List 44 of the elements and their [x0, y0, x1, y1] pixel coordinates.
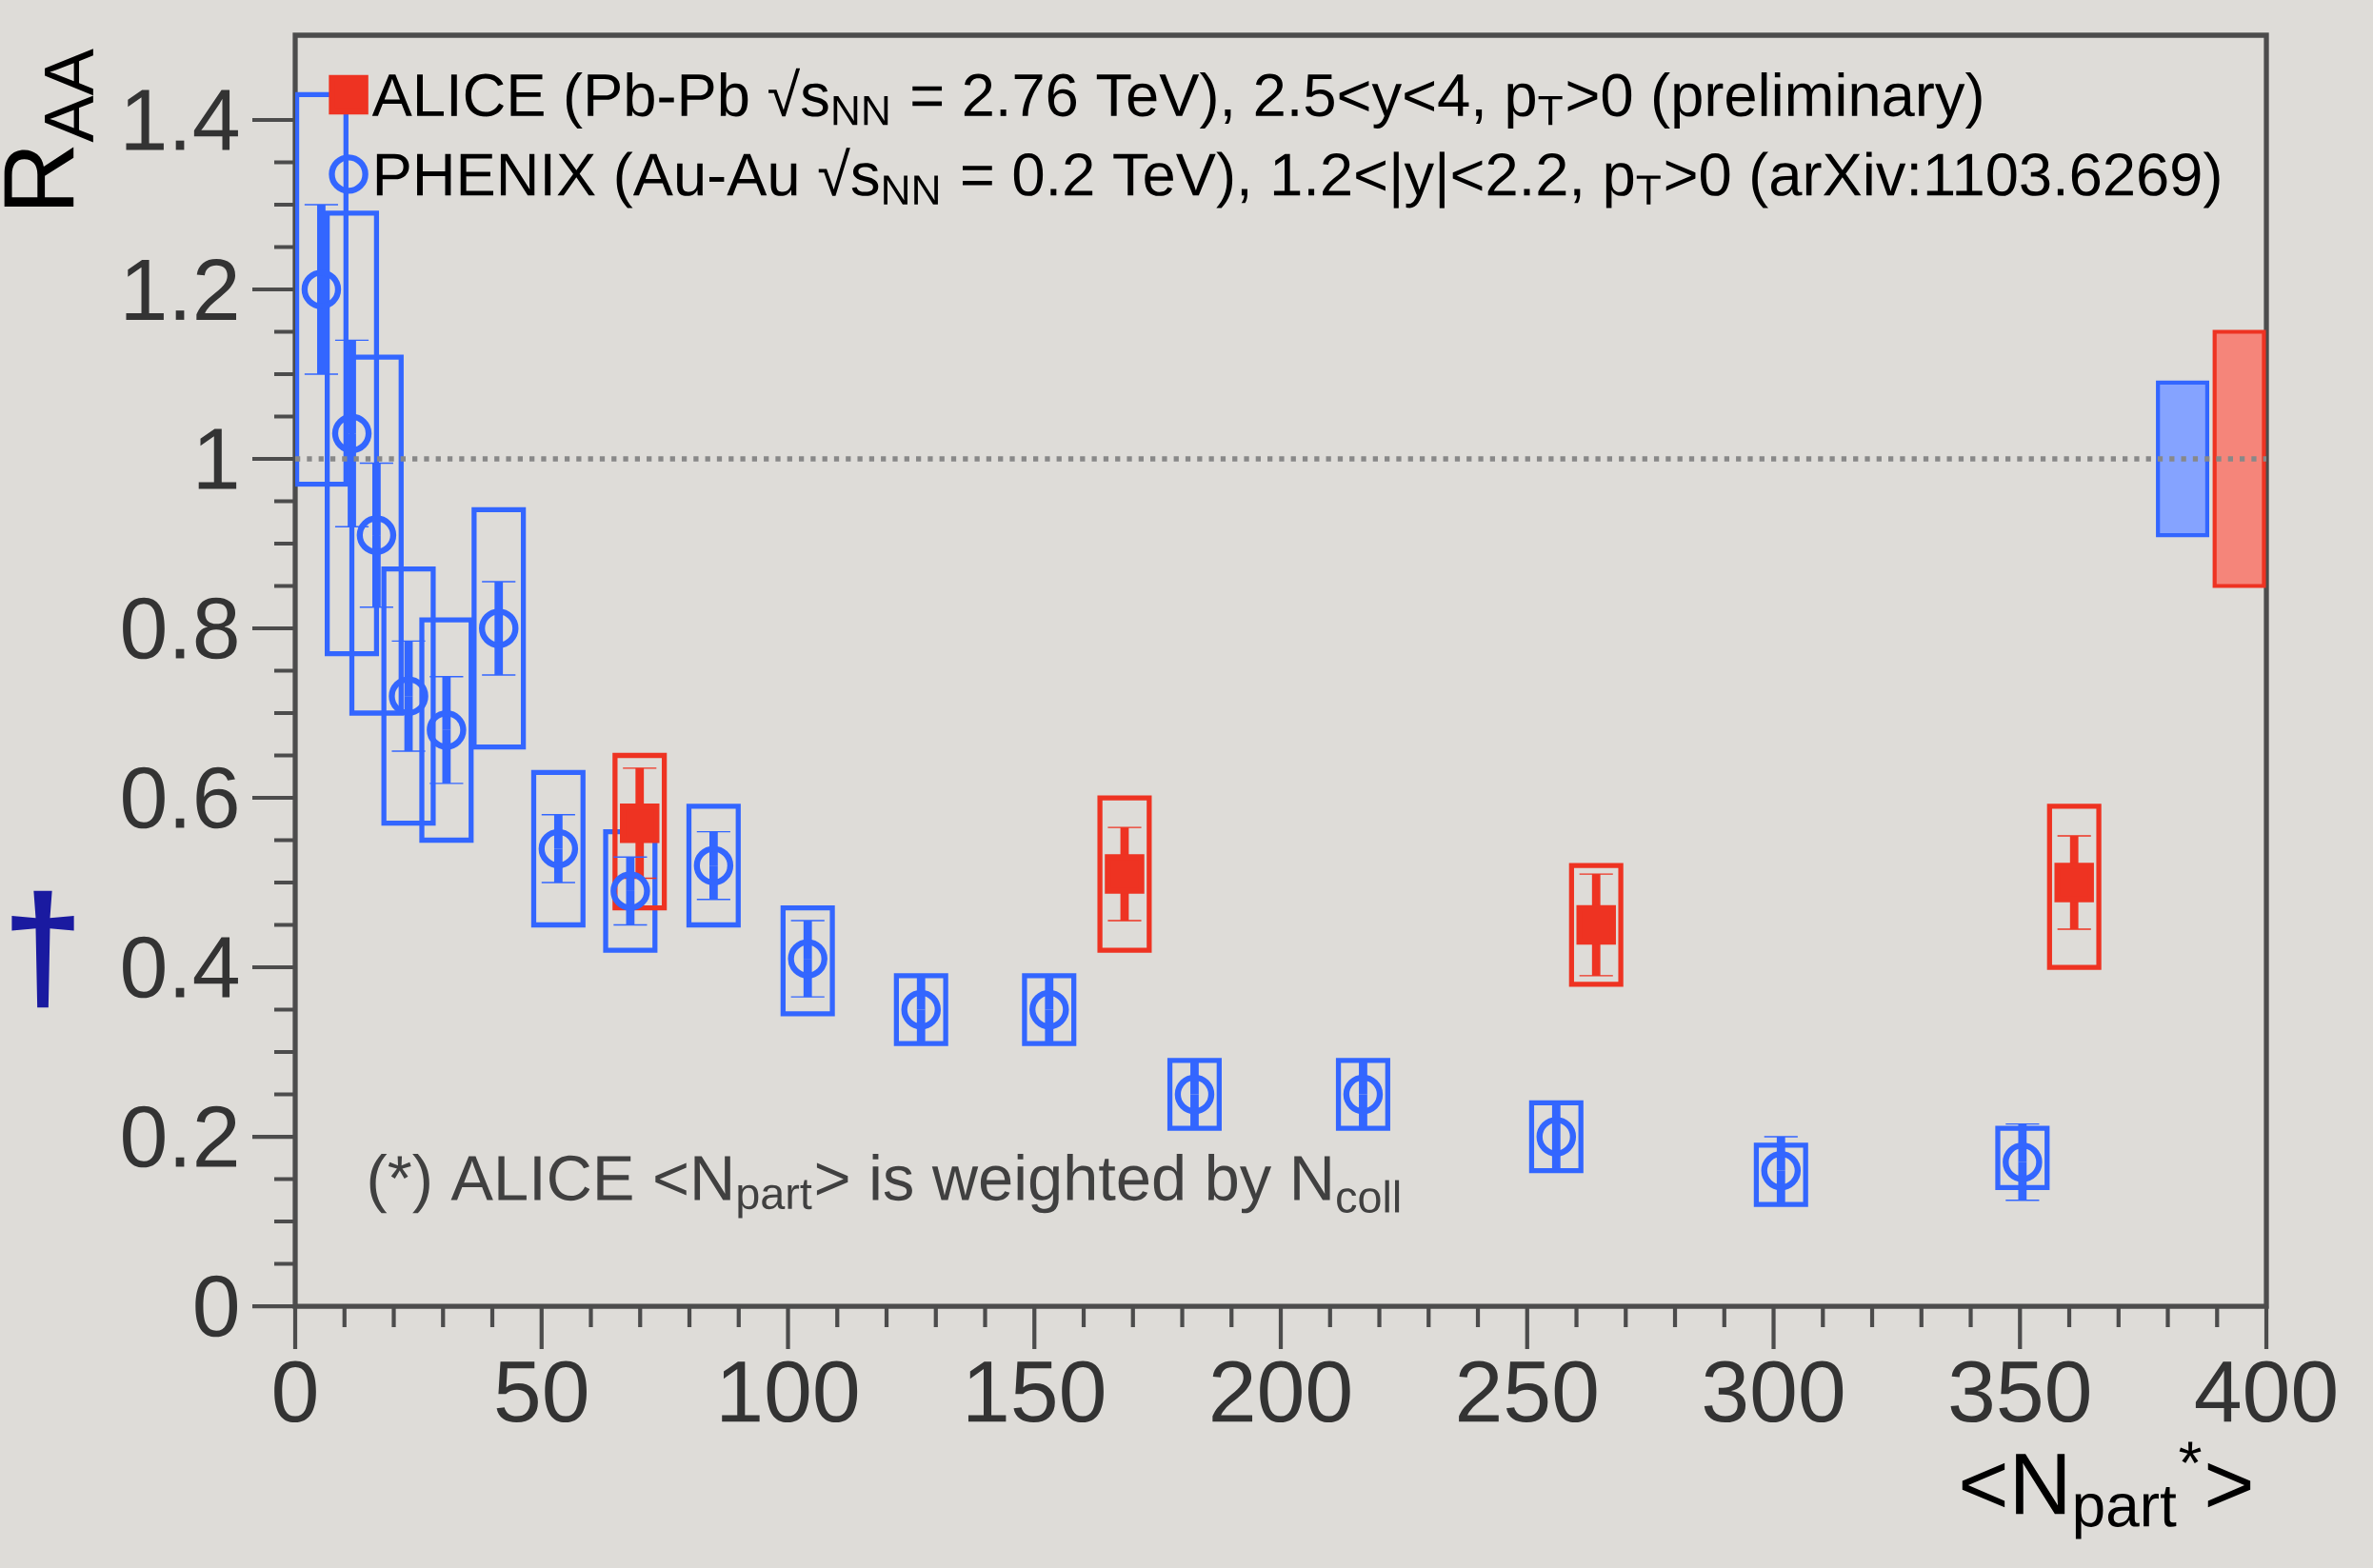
y-tick-label: 0.6: [123, 766, 237, 829]
point: [901, 989, 941, 1030]
legend-label: ALICE (Pb-Pb √s$_{NN}$ = 2.76 TeV), 2.5<y<4, p$_{T}$>0 (preliminary): [371, 68, 1982, 129]
point: [788, 939, 828, 979]
legend-label: PHENIX (Au-Au √s$_{NN}$ = 0.2 TeV), 1.2<|y|<2.2, p$_{T}$>0 (arXiv:1103.6269): [376, 148, 2220, 208]
x-tick-label: 100: [722, 1360, 858, 1423]
text: †: [11, 890, 74, 1008]
point: [2054, 863, 2094, 903]
point: [1761, 1150, 1802, 1191]
y-tick-label: 0.2: [123, 1105, 237, 1168]
point: [1029, 989, 1069, 1030]
point: [1174, 1074, 1215, 1115]
point: [478, 608, 519, 648]
point: [301, 269, 342, 309]
point: [1105, 854, 1145, 894]
y-axis-title: R$_{AA}$: [4, 49, 93, 208]
x-axis-title: <N$_{part}$$^{*}$>: [1962, 1441, 2251, 1539]
y-tick-label: 0: [195, 1275, 237, 1338]
point: [427, 710, 467, 750]
point: [693, 845, 734, 885]
x-tick-label: 350: [1950, 1360, 2089, 1423]
point: [1536, 1117, 1577, 1157]
point: [620, 803, 660, 844]
x-tick-label: 400: [2195, 1360, 2336, 1423]
point: [1343, 1074, 1384, 1115]
x-tick-label: 150: [967, 1360, 1104, 1423]
point: [356, 515, 397, 555]
x-tick-label: 50: [496, 1360, 587, 1423]
point: [538, 828, 579, 869]
point: [331, 413, 372, 454]
point: [1576, 904, 1616, 945]
x-tick-label: 300: [1704, 1360, 1844, 1423]
annotation: (*) ALICE <N$_{part}$> is weighted by N$_{coll}$: [369, 1154, 1400, 1219]
x-tick-label: 200: [1212, 1360, 1350, 1423]
point: [389, 676, 429, 716]
y-tick-label: 1: [198, 428, 237, 489]
y-tick-label: 1.4: [126, 89, 238, 150]
x-tick-label: 0: [274, 1360, 316, 1423]
y-tick-label: 0.8: [123, 597, 237, 660]
x-tick-label: 250: [1459, 1360, 1597, 1423]
point: [2003, 1141, 2043, 1182]
point: [610, 871, 650, 911]
y-tick-label: 0.4: [123, 936, 238, 999]
y-tick-label: 1.2: [126, 259, 237, 320]
